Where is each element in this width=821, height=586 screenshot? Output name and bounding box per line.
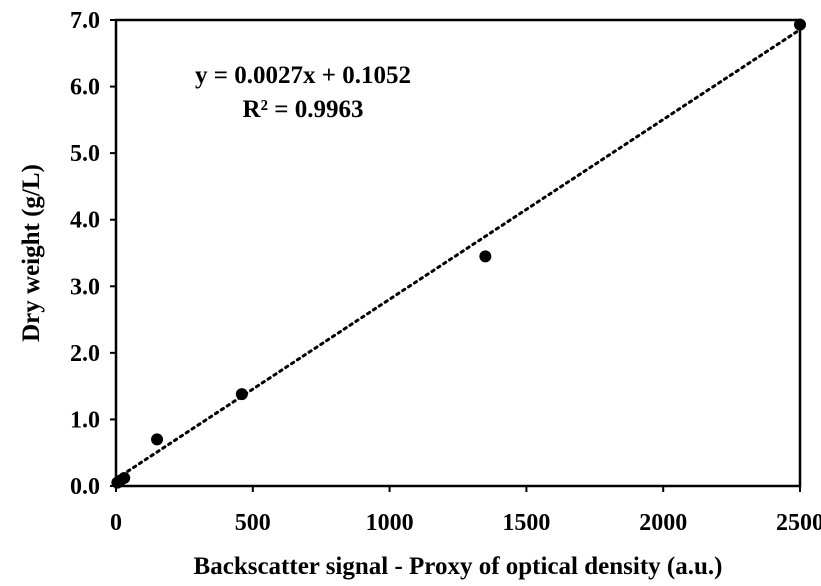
y-tick-label: 3.0 [70,274,100,300]
data-point [794,18,806,31]
x-tick-label: 2500 [776,510,821,536]
trendline-layer [114,28,802,481]
x-tick-label: 2000 [639,510,687,536]
r-squared-label: R² = 0.9963 [242,96,363,123]
trendline [114,28,802,481]
x-tick-label: 0 [110,510,122,536]
x-tick-label: 1500 [502,510,550,536]
y-tick-label: 7.0 [70,8,100,34]
y-tick-labels: 0.0 1.0 2.0 3.0 4.0 5.0 6.0 7.0 [70,8,116,500]
x-tick-label: 500 [235,510,271,536]
y-axis-title: Dry weight (g/L) [18,164,45,342]
x-axis-title: Backscatter signal - Proxy of optical de… [194,553,723,580]
x-tick-label: 1000 [366,510,414,536]
data-point [118,472,131,485]
trendline-equation: y = 0.0027x + 0.1052 [195,62,411,89]
y-tick-label: 0.0 [70,474,100,500]
plot-area-frame [114,18,802,488]
y-tick-label: 2.0 [70,341,100,367]
y-tick-label: 5.0 [70,141,100,167]
y-tick-label: 4.0 [70,208,100,234]
x-tick-labels: 0 500 1000 1500 2000 2500 [110,486,821,536]
y-tick-label: 1.0 [70,407,100,433]
data-points-layer [111,18,806,489]
data-point [479,250,492,263]
y-tick-label: 6.0 [70,75,100,101]
data-point [151,433,164,446]
data-point [235,388,248,401]
